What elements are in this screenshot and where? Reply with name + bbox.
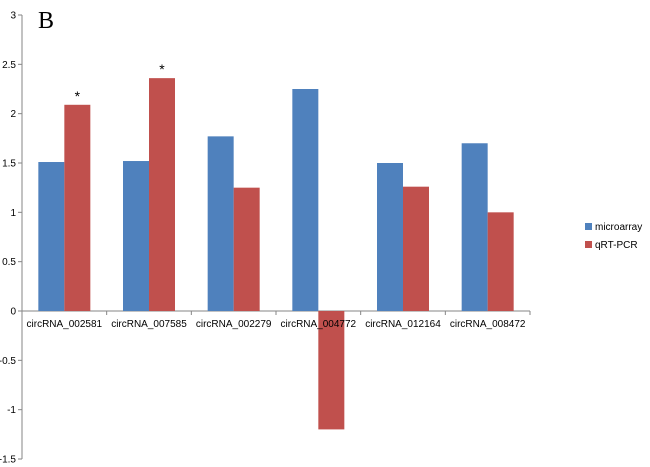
bar-microarray-circRNA_012164 bbox=[377, 163, 403, 311]
category-label: circRNA_004772 bbox=[281, 319, 357, 330]
bar-qRT-PCR-circRNA_002581 bbox=[64, 104, 91, 311]
significance-star: * bbox=[75, 88, 81, 104]
category-label: circRNA_007585 bbox=[111, 319, 187, 330]
category-label: circRNA_008472 bbox=[450, 319, 526, 330]
y-tick-label: 1 bbox=[10, 208, 16, 219]
category-label: circRNA_002279 bbox=[196, 319, 272, 330]
legend: microarray qRT-PCR bbox=[585, 222, 642, 251]
y-tick-label: 2 bbox=[10, 109, 16, 120]
y-tick-label: -1.5 bbox=[0, 455, 16, 466]
y-tick-label: 0 bbox=[10, 307, 16, 318]
bar-microarray-circRNA_007585 bbox=[123, 161, 149, 311]
labels: circRNA_002581 circRNA_007585 circRNA_0022… bbox=[27, 61, 526, 330]
y-tick-label: 1.5 bbox=[2, 159, 16, 170]
y-tick-label: -0.5 bbox=[0, 356, 16, 367]
bar-qRT-PCR-circRNA_012164 bbox=[403, 186, 429, 311]
legend-label-microarray: microarray bbox=[595, 222, 642, 233]
legend-swatch-microarray bbox=[585, 223, 592, 230]
y-tick-label: 2.5 bbox=[2, 60, 16, 71]
bar-microarray-circRNA_004772 bbox=[292, 89, 319, 311]
significance-star: * bbox=[159, 61, 165, 77]
y-tick-label: 3 bbox=[10, 11, 16, 22]
bar-qRT-PCR-circRNA_008472 bbox=[487, 212, 514, 311]
axes: 3 2.5 2 1.5 1 0.5 0 -0.5 -1 -1.5 bbox=[0, 11, 531, 466]
y-tick-label: 0.5 bbox=[2, 257, 16, 268]
legend-swatch-qRT-PCR bbox=[585, 241, 592, 248]
category-label: circRNA_002581 bbox=[27, 319, 103, 330]
category-label: circRNA_012164 bbox=[365, 319, 441, 330]
y-tick-label: -1 bbox=[7, 405, 16, 416]
bar-microarray-circRNA_002581 bbox=[38, 162, 65, 311]
bars bbox=[38, 78, 514, 430]
bar-qRT-PCR-circRNA_007585 bbox=[149, 78, 175, 311]
panel-label: B bbox=[38, 8, 54, 34]
legend-label-qRT-PCR: qRT-PCR bbox=[595, 240, 638, 251]
bar-microarray-circRNA_008472 bbox=[461, 143, 488, 311]
bar-qRT-PCR-circRNA_004772 bbox=[318, 311, 345, 430]
bar-qRT-PCR-circRNA_002279 bbox=[233, 187, 260, 311]
bar-microarray-circRNA_002279 bbox=[207, 136, 234, 311]
